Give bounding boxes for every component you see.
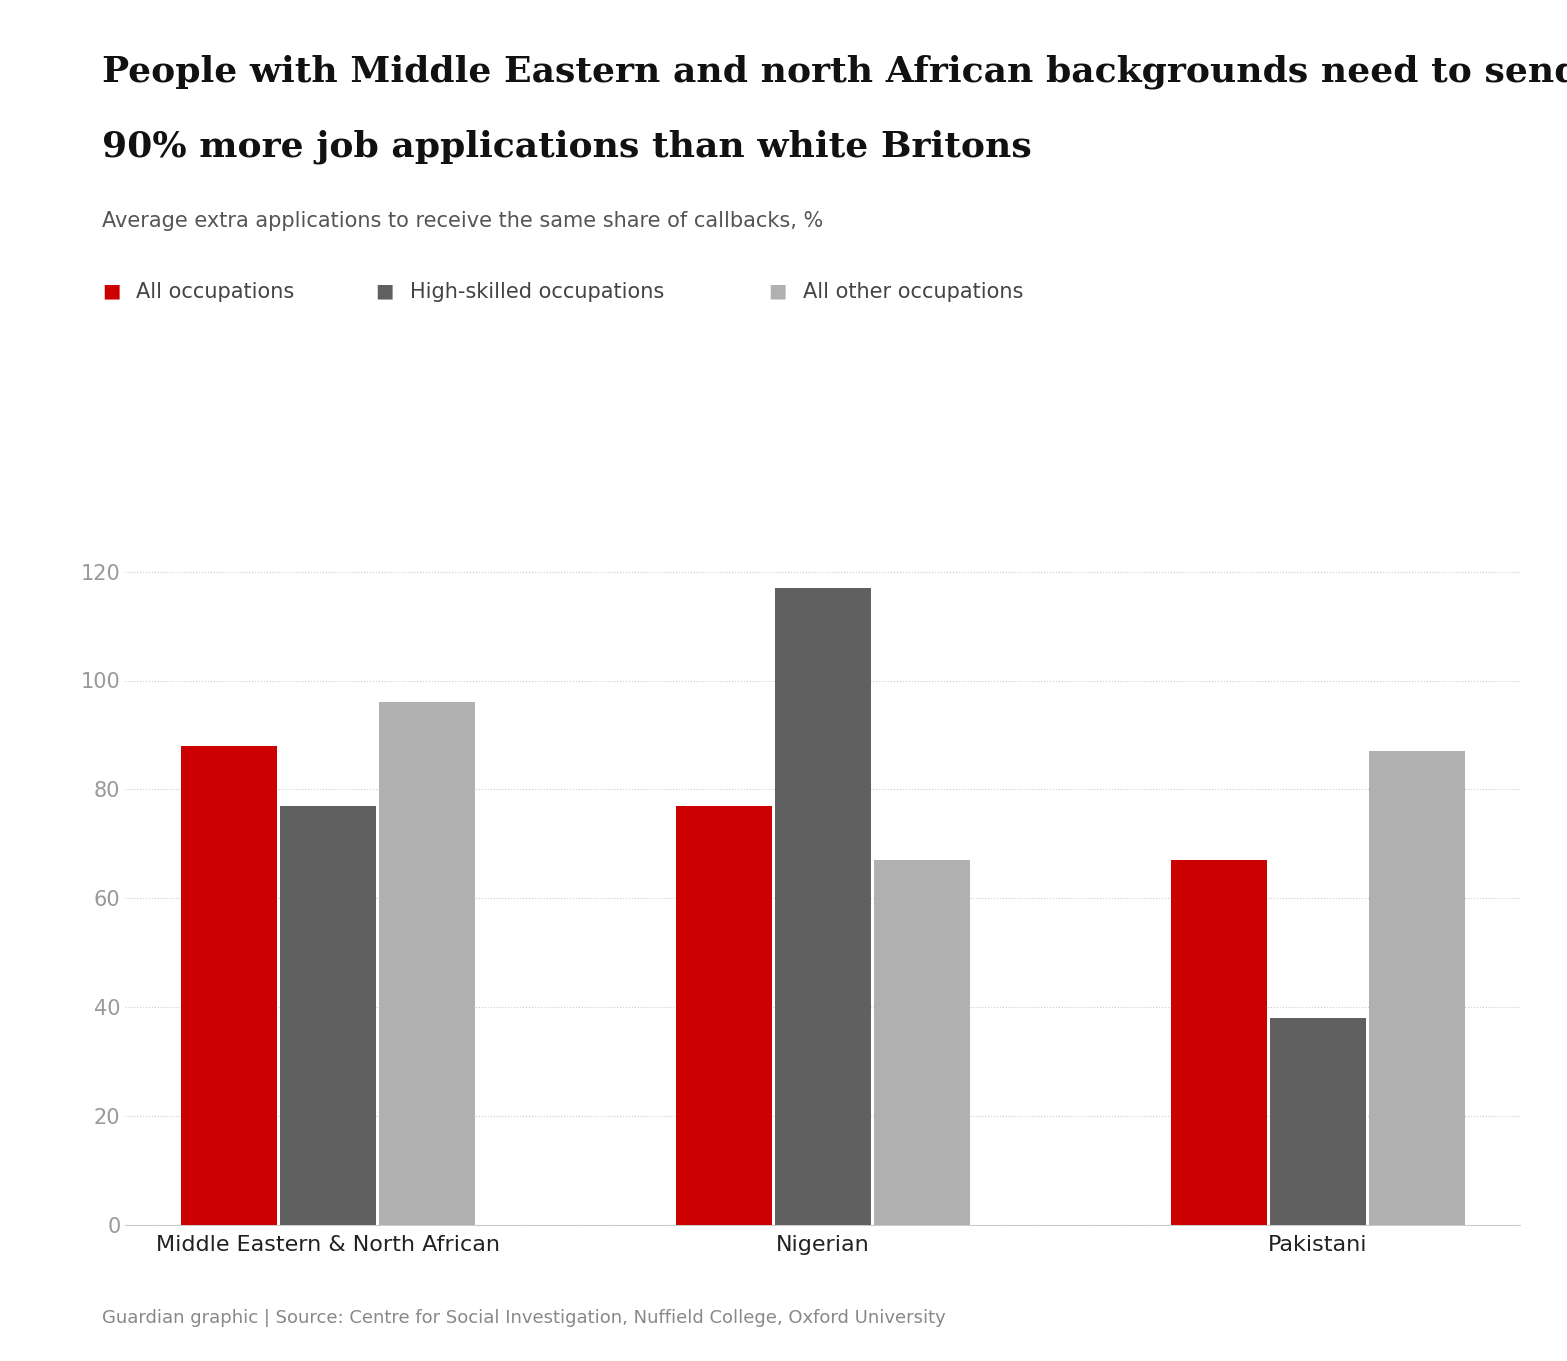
Text: All other occupations: All other occupations — [804, 282, 1023, 302]
Text: All occupations: All occupations — [136, 282, 295, 302]
Text: Guardian graphic | Source: Centre for Social Investigation, Nuffield College, Ox: Guardian graphic | Source: Centre for So… — [102, 1309, 945, 1327]
Text: ■: ■ — [102, 282, 121, 301]
Text: Average extra applications to receive the same share of callbacks, %: Average extra applications to receive th… — [102, 211, 823, 231]
Bar — [280, 806, 376, 1225]
Bar — [1368, 751, 1465, 1225]
Text: 90% more job applications than white Britons: 90% more job applications than white Bri… — [102, 129, 1031, 163]
Bar — [1171, 860, 1266, 1225]
Bar — [874, 860, 970, 1225]
Text: ■: ■ — [768, 282, 787, 301]
Text: High-skilled occupations: High-skilled occupations — [411, 282, 664, 302]
Bar — [1269, 1018, 1365, 1225]
Bar — [379, 702, 475, 1225]
Text: People with Middle Eastern and north African backgrounds need to send: People with Middle Eastern and north Afr… — [102, 54, 1567, 88]
Bar — [675, 806, 771, 1225]
Text: ■: ■ — [376, 282, 393, 301]
Bar — [180, 746, 277, 1225]
Bar — [774, 588, 871, 1225]
